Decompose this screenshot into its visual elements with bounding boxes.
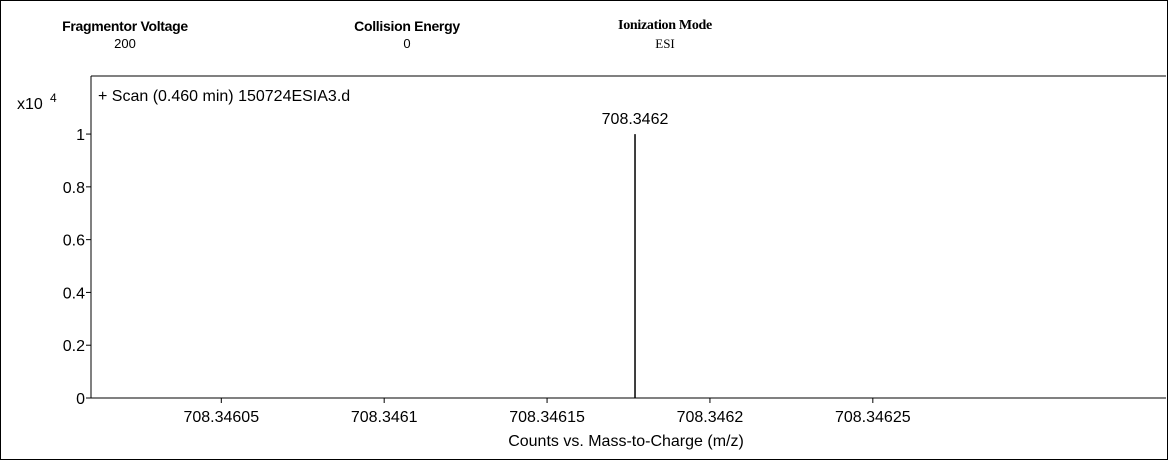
x-tick-label: 708.34625: [835, 409, 911, 426]
y-tick-label: 0.2: [63, 338, 85, 355]
param-value: 0: [403, 36, 411, 51]
param-value: 200: [114, 36, 136, 51]
x-ticks: 708.34605 708.3461 708.34615 708.3462 708.34…: [183, 398, 911, 426]
y-multiplier: x10 4: [17, 91, 57, 113]
x-tick-label: 708.3462: [677, 409, 744, 426]
x-tick-label: 708.34615: [509, 409, 585, 426]
param-fragmentor-voltage: Fragmentor Voltage 200: [40, 18, 210, 51]
y-multiplier-exponent: 4: [50, 91, 57, 105]
chart-axes: [90, 75, 1166, 399]
param-collision-energy: Collision Energy 0: [322, 18, 492, 51]
y-tick-label: 0.8: [63, 180, 85, 197]
x-tick-label: 708.3461: [351, 409, 418, 426]
y-ticks: 0 0.2 0.4 0.6 0.8 1: [63, 127, 91, 408]
param-label: Ionization Mode: [618, 18, 712, 33]
x-tick-label: 708.34605: [183, 409, 259, 426]
param-value: ESI: [655, 36, 675, 51]
param-label: Fragmentor Voltage: [62, 18, 188, 34]
y-multiplier-base: x10: [17, 96, 43, 113]
x-axis-label: Counts vs. Mass-to-Charge (m/z): [508, 433, 744, 450]
peaks: 708.3462: [602, 111, 669, 398]
scan-title: + Scan (0.460 min) 150724ESIA3.d: [98, 88, 350, 105]
y-tick-label: 0: [76, 391, 85, 408]
param-label: Collision Energy: [354, 18, 460, 34]
y-tick-label: 1: [76, 127, 85, 144]
y-tick-label: 0.6: [63, 233, 85, 250]
peak-label: 708.3462: [602, 111, 669, 128]
param-ionization-mode: Ionization Mode ESI: [580, 18, 750, 52]
y-tick-label: 0.4: [63, 285, 85, 302]
